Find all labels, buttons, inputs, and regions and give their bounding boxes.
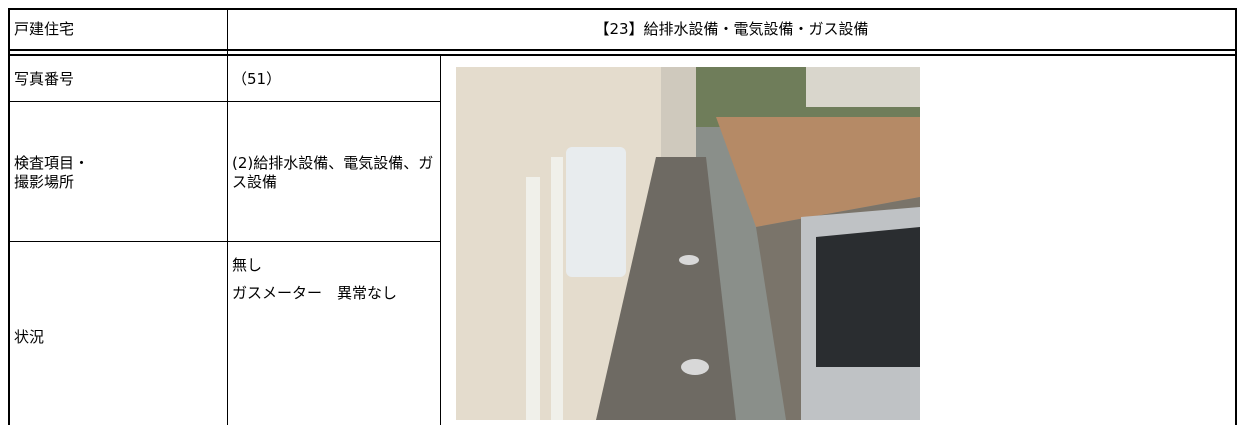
row-value: (2)給排水設備、電気設備、ガス設備 bbox=[232, 154, 434, 191]
border bbox=[8, 8, 1236, 10]
row-value: （51） bbox=[232, 70, 282, 88]
border bbox=[8, 8, 10, 425]
border bbox=[1235, 8, 1237, 425]
photo bbox=[456, 67, 920, 420]
status: 無し bbox=[232, 256, 263, 274]
border bbox=[8, 241, 441, 242]
status: ガスメーター 異常なし bbox=[232, 284, 398, 302]
row-label: 写真番号 bbox=[14, 70, 75, 88]
row-label: 検査項目・ 撮影場所 bbox=[14, 154, 90, 191]
border bbox=[440, 55, 441, 425]
border bbox=[8, 54, 1236, 56]
row-label: 状況 bbox=[14, 328, 45, 346]
border bbox=[8, 49, 1236, 51]
title: 【23】給排水設備・電気設備・ガス設備 bbox=[594, 20, 869, 38]
border bbox=[227, 8, 228, 425]
border bbox=[8, 101, 441, 102]
category: 戸建住宅 bbox=[14, 20, 75, 38]
